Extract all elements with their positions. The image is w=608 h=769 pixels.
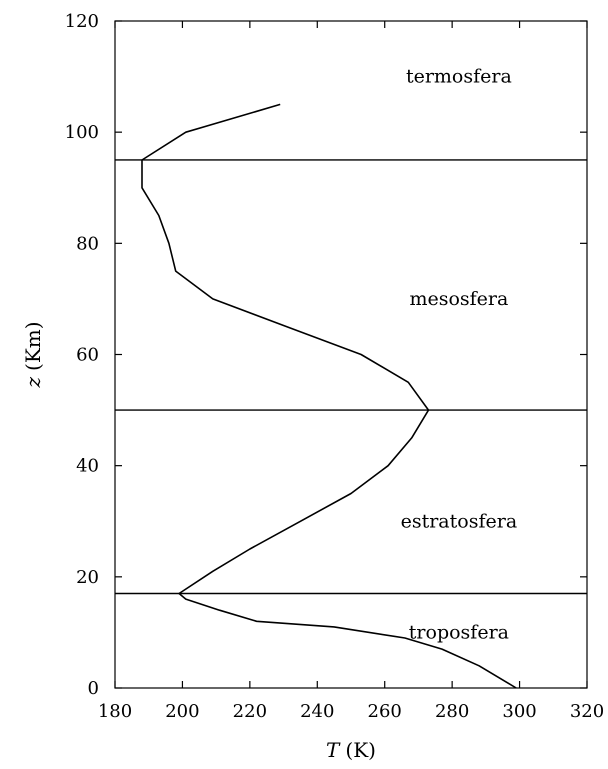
y-tick-label-7: 120	[65, 11, 99, 32]
region-label-estratosfera: estratosfera	[401, 510, 518, 532]
y-axis-unit: (Km)	[21, 321, 45, 371]
region-label-termosfera: termosfera	[406, 66, 512, 88]
temperature-line	[141, 103, 517, 689]
x-axis-label: T (K)	[326, 738, 376, 762]
y-tick-label-4: 60	[76, 345, 99, 366]
layer-boundaries	[115, 159, 587, 595]
x-axis-unit: (K)	[345, 738, 376, 762]
x-tick-label-6: 280	[435, 701, 469, 722]
plot-frame	[114, 20, 588, 689]
x-tick-label-3: 220	[233, 701, 267, 722]
axis-ticks	[114, 20, 588, 689]
y-axis-label: z (Km)	[21, 321, 45, 388]
x-tick-label-2: 200	[165, 701, 199, 722]
region-labels: termosfera mesosfera estratosfera troposfer…	[401, 66, 518, 644]
region-label-mesosfera: mesosfera	[409, 288, 508, 310]
series-layer	[141, 103, 517, 689]
x-tick-label-7: 300	[502, 701, 536, 722]
y-tick-label-5: 80	[76, 233, 99, 254]
x-axis-variable: T	[326, 738, 341, 762]
x-tick-label-8: 320	[570, 701, 604, 722]
x-tick-label-4: 240	[300, 701, 334, 722]
y-tick-label-1: 0	[88, 678, 99, 699]
y-tick-labels: 0 20 40 60 80 100 120	[65, 11, 99, 699]
x-tick-label-1: 180	[98, 701, 132, 722]
y-axis-variable: z	[21, 377, 45, 389]
x-tick-label-5: 260	[368, 701, 402, 722]
y-tick-label-2: 20	[76, 567, 99, 588]
region-label-troposfera: troposfera	[409, 621, 509, 643]
y-tick-label-3: 40	[76, 456, 99, 477]
x-tick-labels: 180 200 220 240 260 280 300 320	[98, 701, 604, 722]
y-tick-label-6: 100	[65, 122, 99, 143]
